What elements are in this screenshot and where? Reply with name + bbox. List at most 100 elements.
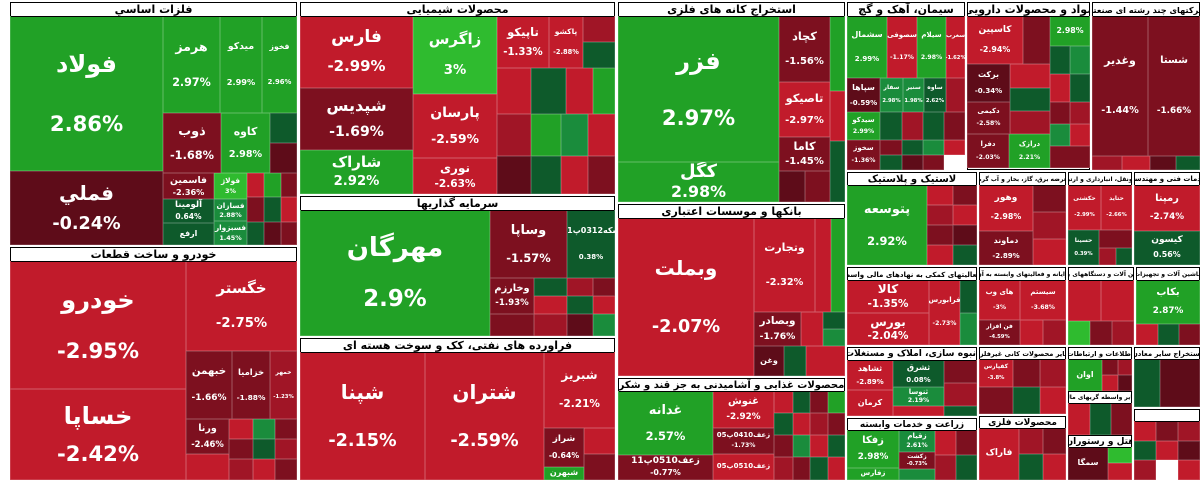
sector-header[interactable]: اطلاعات و ارتباطات: [1069, 348, 1131, 360]
tile[interactable]: [567, 296, 593, 314]
tile[interactable]: [281, 222, 297, 245]
tile[interactable]: [593, 296, 615, 314]
tile[interactable]: [1176, 156, 1200, 170]
tile-سیستم[interactable]: سیستم -3.68%: [1020, 280, 1066, 320]
tile[interactable]: [1023, 16, 1050, 64]
sector-header[interactable]: ماشین آلات و تجهیزات: [1137, 268, 1199, 281]
tile-خگستر[interactable]: خگستر -2.75%: [186, 261, 297, 351]
tile-ثنوسا[interactable]: ثنوسا 2.19%: [893, 387, 944, 406]
tile-خزامیا[interactable]: خزامیا -1.88%: [232, 351, 270, 419]
tile-فخوز[interactable]: فخوز 2.96%: [262, 16, 297, 113]
tile[interactable]: [229, 459, 253, 480]
sector-header[interactable]: استخراج سایر معادن: [1135, 348, 1199, 360]
tile[interactable]: [561, 156, 588, 194]
tile-فرابورس[interactable]: فرابورس -2.73%: [929, 280, 960, 345]
tile[interactable]: [830, 91, 845, 141]
tile[interactable]: [1070, 102, 1090, 124]
tile[interactable]: [1118, 375, 1132, 391]
tile[interactable]: [801, 312, 823, 346]
sector-header[interactable]: لاستیک و پلاستیک: [848, 173, 976, 186]
tile-کیسون[interactable]: کیسون 0.56%: [1134, 231, 1200, 265]
tile[interactable]: [497, 68, 531, 114]
tile-فولاد[interactable]: فولاد 2.86%: [10, 16, 163, 171]
tile-سیدکو[interactable]: سیدکو 2.99%: [847, 112, 880, 140]
tile[interactable]: [253, 439, 275, 459]
tile[interactable]: [247, 197, 264, 222]
tile[interactable]: [1134, 421, 1156, 441]
tile[interactable]: [1134, 441, 1156, 460]
sector-header[interactable]: ماشین آلات و دستگاههای برقی: [1069, 268, 1133, 281]
tile[interactable]: [583, 42, 615, 68]
tile-حتاید[interactable]: حتاید -2.66%: [1101, 185, 1132, 230]
tile[interactable]: 2.98%: [1050, 16, 1090, 46]
tile[interactable]: [956, 455, 977, 480]
tile[interactable]: [880, 140, 902, 155]
tile[interactable]: [1033, 185, 1066, 212]
tile[interactable]: [534, 314, 567, 336]
sector-header[interactable]: حمل ونقل، انبارداری و ارتباطات: [1069, 173, 1131, 186]
tile-سیلام[interactable]: سیلام 2.98%: [917, 16, 946, 78]
tile[interactable]: [944, 360, 977, 383]
sector-header[interactable]: عرضه برق، گاز، بخار و آب گرم: [980, 173, 1065, 186]
tile-کاما[interactable]: کاما -1.45%: [779, 137, 830, 171]
tile[interactable]: [1156, 460, 1178, 480]
tile[interactable]: [784, 346, 806, 376]
tile[interactable]: [1010, 88, 1050, 111]
tile-میدکو[interactable]: میدکو 2.99%: [220, 16, 262, 113]
tile[interactable]: [1019, 428, 1043, 454]
tile[interactable]: [1160, 359, 1200, 407]
tile-شپنا[interactable]: شپنا -2.15%: [300, 352, 425, 480]
tile-نوری[interactable]: نوری -2.63%: [413, 158, 497, 194]
tile[interactable]: [830, 141, 845, 202]
tile[interactable]: [927, 185, 953, 205]
tile-پتوسعه[interactable]: پتوسعه 2.92%: [847, 185, 927, 265]
tile[interactable]: [1122, 156, 1150, 170]
tile[interactable]: [935, 455, 956, 480]
tile[interactable]: [583, 16, 615, 42]
tile[interactable]: [774, 435, 793, 457]
tile-شبهرن[interactable]: شبهرن: [544, 467, 584, 480]
tile[interactable]: [1090, 403, 1111, 435]
tile-درازک[interactable]: درازک 2.21%: [1009, 134, 1050, 168]
tile[interactable]: [810, 457, 828, 480]
tile[interactable]: [531, 68, 566, 114]
tile[interactable]: [497, 114, 531, 156]
tile-وتجارت[interactable]: وتجارت -2.32%: [754, 218, 815, 312]
tile[interactable]: [490, 314, 534, 336]
tile[interactable]: [1070, 124, 1090, 146]
tile[interactable]: [593, 278, 615, 296]
tile[interactable]: [944, 155, 965, 170]
tile[interactable]: [1070, 46, 1090, 74]
sector-header[interactable]: محصولات فلزی: [980, 417, 1065, 429]
tile[interactable]: [946, 78, 965, 112]
tile-ارفع[interactable]: ارفع: [163, 223, 214, 245]
tile[interactable]: [902, 155, 923, 170]
tile[interactable]: [1010, 111, 1050, 134]
sector-header[interactable]: سایر محصولات کانی غیرفلزی: [980, 348, 1065, 360]
tile[interactable]: [953, 205, 977, 225]
sector-header[interactable]: استخراج کانه های فلزی: [619, 3, 844, 17]
tile[interactable]: [531, 114, 561, 156]
tile-فسبزوار[interactable]: فسبزوار 1.45%: [214, 221, 247, 245]
tile[interactable]: [229, 419, 253, 439]
tile[interactable]: [275, 419, 297, 439]
tile-وبملت[interactable]: وبملت -2.07%: [618, 218, 754, 376]
tile-پارسان[interactable]: پارسان -2.59%: [413, 94, 497, 158]
tile[interactable]: [1102, 359, 1118, 375]
tile[interactable]: [960, 313, 977, 345]
tile[interactable]: [953, 185, 977, 205]
tile[interactable]: [1033, 212, 1066, 239]
tile-کگل[interactable]: کگل 2.98%: [618, 162, 779, 202]
tile[interactable]: [1020, 320, 1043, 345]
tile[interactable]: [1050, 124, 1070, 146]
tile-سخوز[interactable]: سخوز -1.36%: [847, 140, 880, 170]
sector-header[interactable]: فراورده های نفتی، کک و سوخت هسته ای: [301, 339, 614, 353]
sector-header[interactable]: سیمان، آهک و گچ: [848, 3, 964, 17]
tile[interactable]: [1050, 74, 1070, 102]
tile[interactable]: [270, 113, 297, 143]
tile[interactable]: [270, 143, 297, 173]
tile-دفرا[interactable]: دفرا -2.03%: [967, 134, 1009, 168]
tile[interactable]: [281, 197, 297, 222]
tile[interactable]: [1178, 421, 1200, 441]
tile[interactable]: [828, 413, 845, 435]
